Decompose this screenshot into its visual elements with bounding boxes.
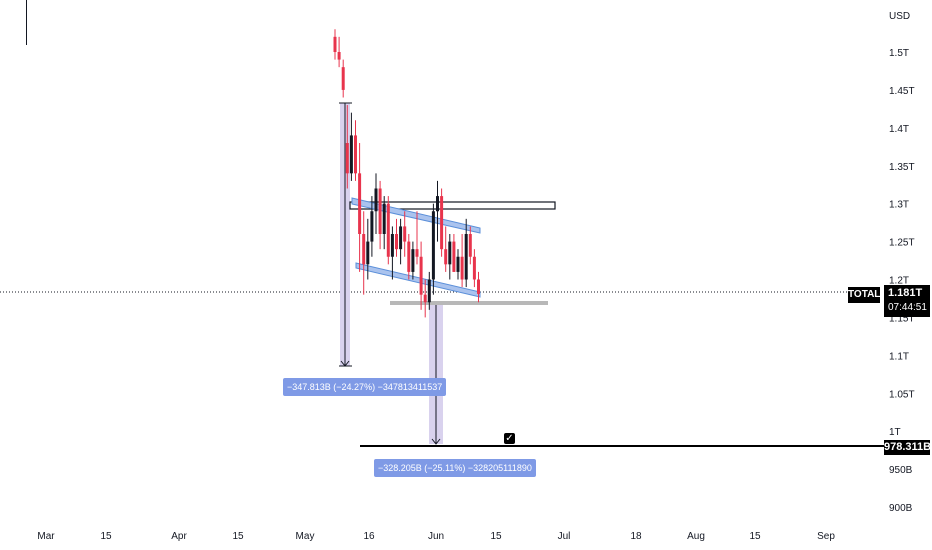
price-tick-label: 1.2T [889, 276, 909, 287]
bar-countdown: 07:44:51 [888, 302, 927, 313]
price-tick-label: 1.1T [889, 351, 909, 362]
symbol-label: TOTAL [848, 287, 880, 303]
candle-body [358, 173, 362, 234]
candles-layer [333, 29, 480, 318]
candle-body [448, 241, 452, 265]
time-tick-label: Jul [558, 531, 571, 542]
candle-body [382, 203, 386, 234]
price-range-measure-label: −347.813B (−24.27%) −347813411537 [283, 378, 447, 396]
candle-body [370, 211, 374, 242]
candle-body [333, 36, 337, 52]
arrow-head-icon [431, 438, 441, 445]
candle-body [407, 241, 411, 272]
time-tick-label: Mar [37, 531, 55, 542]
candle-body [390, 234, 394, 257]
horizontal-level-tag: 978.311B [884, 440, 932, 455]
price-tick-label: 1.15T [889, 313, 915, 324]
candle-body [366, 241, 370, 265]
candle-body [411, 249, 415, 272]
time-tick-label: Jun [428, 531, 444, 542]
crosshair-line [26, 0, 27, 45]
time-tick-label: 18 [630, 531, 642, 542]
time-tick-label: 15 [490, 531, 502, 542]
candle-body [362, 234, 366, 265]
price-range-measure-label: −328.205B (−25.11%) −328205111890 [374, 459, 536, 477]
price-tick-label: 1.35T [889, 162, 915, 173]
price-tick-label: 1.25T [889, 238, 915, 249]
candle-body [354, 135, 357, 174]
candle-body [423, 294, 427, 303]
time-tick-label: Apr [171, 531, 187, 542]
time-tick-label: Aug [687, 531, 705, 542]
last-price-tag: 1.181T 07:44:51 [884, 285, 930, 317]
candle-body [477, 279, 480, 294]
currency-label: USD [889, 11, 910, 22]
time-axis[interactable]: Mar 15 Apr 15 May 16 Jun 15 Jul 18 Aug 15 Sep [37, 531, 835, 542]
time-tick-label: May [296, 531, 315, 542]
candle-body [349, 135, 353, 174]
price-tick-label: 1.45T [889, 86, 915, 97]
price-tick-label: 1.05T [889, 389, 915, 400]
price-tick-label: 950B [889, 465, 913, 476]
price-axis[interactable]: USD 1.5T 1.45T 1.4T 1.35T 1.3T 1.25T 1.2T 1.15T 1… [889, 11, 915, 514]
candle-body [427, 279, 431, 303]
last-price-value: 1.181T [888, 287, 923, 299]
candle-body [452, 241, 456, 272]
support-band [390, 301, 548, 305]
time-tick-label: 15 [749, 531, 761, 542]
candle-body [468, 234, 472, 257]
candle-body [341, 67, 345, 90]
candle-body [386, 203, 390, 257]
candle-body [399, 226, 403, 250]
candle-body [444, 249, 448, 265]
resistance-box [349, 201, 556, 210]
channel-lower-band [355, 262, 481, 298]
candle-body [415, 249, 419, 257]
candle-body [403, 226, 407, 242]
candle-body [345, 143, 349, 174]
candle-body [395, 234, 398, 250]
candle-body [456, 256, 460, 272]
price-tick-label: 1.4T [889, 124, 909, 135]
time-tick-label: Sep [817, 531, 835, 542]
candle-body [460, 256, 464, 280]
candle-body [431, 211, 435, 280]
checkbox-icon[interactable]: ✓ [504, 433, 515, 444]
candle-body [464, 234, 468, 280]
candle-body [374, 188, 378, 212]
price-tick-label: 900B [889, 503, 913, 514]
candle-body [472, 256, 476, 280]
candle-body [337, 52, 341, 60]
candle-body [378, 188, 382, 234]
time-tick-label: 15 [232, 531, 244, 542]
candle-body [440, 196, 444, 250]
price-tick-label: 1.3T [889, 200, 909, 211]
candle-body [436, 196, 439, 212]
time-tick-label: 15 [100, 531, 112, 542]
time-tick-label: 16 [363, 531, 375, 542]
price-tick-label: 1T [889, 427, 901, 438]
price-tick-label: 1.5T [889, 48, 909, 59]
drawings-layer [0, 102, 884, 447]
candle-body [419, 256, 423, 295]
